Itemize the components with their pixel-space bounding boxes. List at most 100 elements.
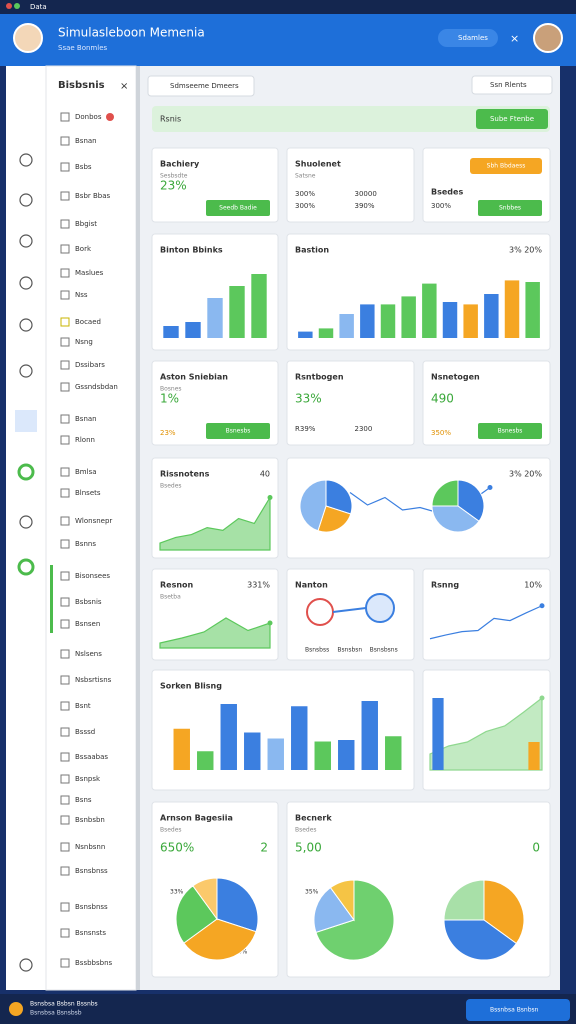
card-subtitle: Bsedes: [160, 483, 182, 490]
sidebar-active: [50, 565, 53, 633]
sidebar-item[interactable]: Bsnns: [75, 540, 96, 548]
end-dot: [539, 695, 545, 701]
sidebar-item[interactable]: Bsnt: [75, 702, 91, 710]
sidebar-item[interactable]: Dssibars: [75, 361, 105, 369]
button[interactable]: [478, 423, 542, 439]
card-row: R39%: [295, 425, 316, 433]
sidebar-item[interactable]: Nslsens: [75, 650, 102, 658]
sidebar-item[interactable]: Bsnpsk: [75, 775, 101, 783]
close-icon[interactable]: ×: [510, 32, 519, 45]
sidebar-item[interactable]: Bssaabas: [75, 753, 108, 761]
card: [286, 568, 415, 661]
item-icon: [60, 244, 70, 254]
bar: [442, 302, 458, 338]
sidebar-item[interactable]: Bsbr Bbas: [75, 192, 111, 200]
sidebar-item[interactable]: Nsng: [75, 338, 93, 346]
item-icon: [60, 360, 70, 370]
sidebar-item[interactable]: Bsnsnsts: [75, 929, 106, 937]
badge: [106, 113, 114, 121]
card-value: 40: [260, 470, 270, 479]
card-title: Rsntbogen: [295, 373, 344, 382]
sidebar-item[interactable]: Bisonsees: [75, 572, 110, 580]
item-icon: [60, 136, 70, 146]
sidebar-item[interactable]: Maslues: [75, 269, 104, 277]
rail-icon[interactable]: [17, 558, 35, 576]
card-title: Aston Sniebian: [160, 373, 228, 382]
sidebar-title: Bisbsnis: [58, 80, 105, 91]
card-subtitle: Bosnes: [160, 386, 182, 393]
item-icon: [60, 866, 70, 876]
sidebar-item[interactable]: Wlonsnepr: [75, 517, 112, 525]
rail-icon[interactable]: [19, 318, 33, 332]
sidebar-item[interactable]: Bsnsbnss: [75, 903, 108, 911]
sidebar-item[interactable]: Bsnbsbn: [75, 816, 105, 824]
sidebar-item[interactable]: Gssndsbdan: [75, 383, 118, 391]
chart-label: Bsnsbsns: [370, 647, 398, 654]
sidebar-item[interactable]: Bsnsbnss: [75, 867, 108, 875]
item-icon: [60, 649, 70, 659]
bar: [291, 706, 308, 770]
dropdown[interactable]: [147, 75, 255, 97]
sidebar-item[interactable]: Nsnbsnn: [75, 843, 105, 851]
search-button[interactable]: [476, 109, 548, 129]
bar: [401, 296, 416, 338]
bar: [504, 280, 520, 338]
sidebar-item[interactable]: Bbgist: [75, 220, 97, 228]
bar: [314, 741, 331, 770]
sidebar-item[interactable]: Rlonn: [75, 436, 95, 444]
sidebar-item[interactable]: Bsbs: [75, 163, 92, 171]
rail-icon[interactable]: [19, 515, 33, 529]
dropdown[interactable]: [471, 75, 553, 95]
card: [151, 233, 279, 351]
pie-slice: [317, 505, 352, 533]
sidebar-item[interactable]: Nss: [75, 291, 88, 299]
rail-icon[interactable]: [17, 463, 35, 481]
dot: [14, 3, 20, 9]
sidebar-item[interactable]: Nsbsrtisns: [75, 676, 112, 684]
rail-icon[interactable]: [19, 276, 33, 290]
button[interactable]: [206, 423, 270, 439]
sidebar-item[interactable]: Bsns: [75, 796, 92, 804]
card-title: Binton Bbinks: [160, 246, 223, 255]
rail-icon[interactable]: [19, 153, 33, 167]
sidebar-item[interactable]: Bsnan: [75, 137, 97, 145]
search-label: Sdamles: [458, 34, 488, 42]
item-icon: [60, 795, 70, 805]
avatar[interactable]: [13, 23, 43, 53]
card-note: 23%: [160, 429, 176, 437]
card-title: Resnon: [160, 581, 194, 590]
sidebar-item[interactable]: Bmlsa: [75, 468, 97, 476]
pie-slice: [315, 879, 395, 961]
rail-icon[interactable]: [19, 958, 33, 972]
sidebar-item[interactable]: Bssbbsbns: [75, 959, 113, 967]
rail-icon[interactable]: [19, 234, 33, 248]
card-title: Bastion: [295, 246, 329, 255]
sidebar-item[interactable]: Donbos: [75, 113, 102, 121]
sidebar-item[interactable]: Bsssd: [75, 728, 95, 736]
button[interactable]: [478, 200, 542, 216]
end-dot: [267, 495, 273, 500]
user-avatar[interactable]: [533, 23, 563, 53]
pie-slice: [443, 879, 485, 921]
rail-icon[interactable]: [19, 364, 33, 378]
sidebar-item[interactable]: Bsnan: [75, 415, 97, 423]
sidebar-item[interactable]: Bsnsen: [75, 620, 100, 628]
sidebar-item[interactable]: Bsbsnis: [75, 598, 102, 606]
card-value: 3% 20%: [509, 470, 542, 479]
scrollbar: [136, 66, 140, 990]
item-icon: [60, 774, 70, 784]
card-value: 650%: [160, 841, 194, 855]
sidebar-item[interactable]: Bork: [75, 245, 92, 253]
search-bar[interactable]: [152, 106, 550, 132]
bar: [360, 304, 375, 338]
user-pill[interactable]: [466, 999, 570, 1021]
rail-icon[interactable]: [19, 193, 33, 207]
sidebar-item[interactable]: Bocaed: [75, 318, 101, 326]
card-row: 300%: [431, 202, 451, 210]
sidebar-close[interactable]: ×: [120, 81, 128, 92]
search-pill[interactable]: [438, 29, 498, 47]
button[interactable]: [206, 200, 270, 216]
item-icon: [60, 317, 70, 327]
sidebar-item[interactable]: Blnsets: [75, 489, 101, 497]
